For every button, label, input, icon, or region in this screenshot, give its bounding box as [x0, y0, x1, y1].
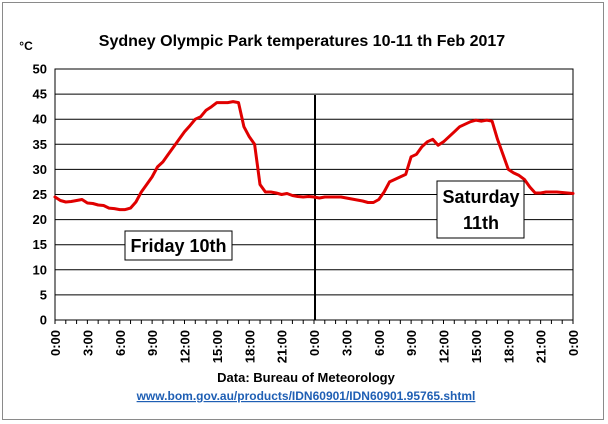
y-tick-labels: 0 5 10 15 20 25 30 35 40 45 50: [33, 62, 47, 328]
temperature-series-line: [53, 100, 575, 212]
x-tick-label: 0:00: [48, 330, 63, 356]
y-tick-label: 50: [33, 62, 47, 77]
y-tick-label: 5: [40, 287, 47, 302]
y-tick-label: 45: [33, 87, 47, 102]
y-tick-label: 20: [33, 212, 47, 227]
x-tick-label: 0:00: [566, 330, 581, 356]
annotation-saturday: Saturday 11th: [436, 180, 525, 239]
y-tick-label: 30: [33, 162, 47, 177]
x-tick-label: 12:00: [178, 330, 193, 363]
y-tick-label: 15: [33, 237, 47, 252]
annotation-friday: Friday 10th: [124, 230, 233, 261]
x-tick-label: 18:00: [501, 330, 516, 363]
x-tick-label: 15:00: [469, 330, 484, 363]
annotation-saturday-text: Saturday: [442, 187, 519, 207]
x-tick-label: 6:00: [113, 330, 128, 356]
x-tick-label: 3:00: [339, 330, 354, 356]
y-tick-label: 10: [33, 262, 47, 277]
x-tick-label: 21:00: [534, 330, 549, 363]
x-tick-label: 12:00: [437, 330, 452, 363]
y-tick-label: 35: [33, 137, 47, 152]
x-tick-label: 0:00: [307, 330, 322, 356]
y-tick-label: 40: [33, 112, 47, 127]
data-source-label: Data: Bureau of Meteorology: [217, 370, 395, 385]
annotation-friday-text: Friday 10th: [130, 236, 226, 256]
x-tick-label: 3:00: [80, 330, 95, 356]
chart-title: Sydney Olympic Park temperatures 10-11 t…: [99, 33, 506, 50]
data-source-link[interactable]: www.bom.gov.au/products/IDN60901/IDN6090…: [136, 389, 476, 403]
x-tick-label: 18:00: [242, 330, 257, 363]
x-tick-label: 15:00: [210, 330, 225, 363]
annotation-11th-text: 11th: [463, 213, 499, 233]
y-axis-unit: °C: [19, 39, 33, 53]
x-tick-label: 9:00: [404, 330, 419, 356]
x-tick-label: 21:00: [275, 330, 290, 363]
x-tick-labels: 0:00 3:00 6:00 9:00 12:00 15:00 18:00 21:00 0:00…: [48, 330, 581, 363]
y-tick-label: 25: [33, 187, 47, 202]
x-tick-label: 6:00: [372, 330, 387, 356]
x-tick-label: 9:00: [145, 330, 160, 356]
y-tick-label: 0: [40, 313, 47, 328]
